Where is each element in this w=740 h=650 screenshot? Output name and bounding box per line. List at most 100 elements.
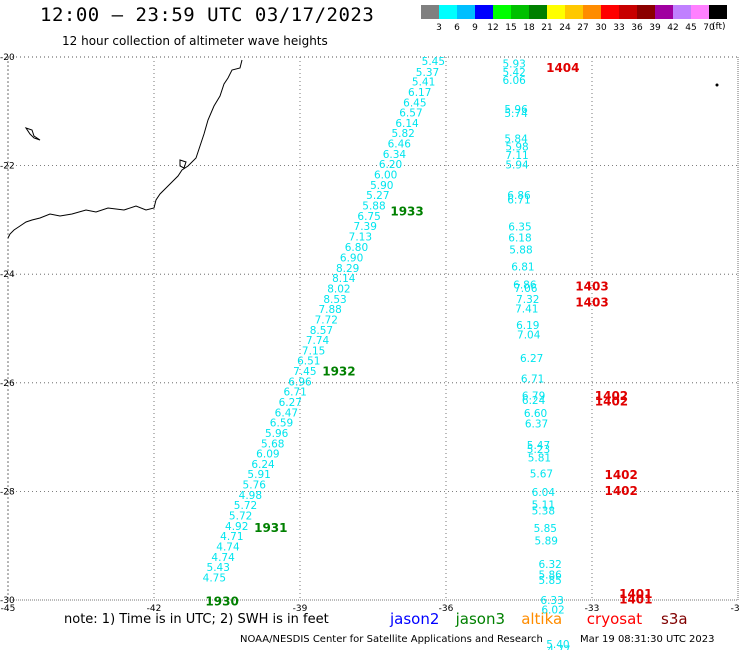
wave-height-value: 5.96: [504, 104, 528, 116]
wave-height-value: 5.11: [532, 500, 555, 512]
wave-height-value: 6.90: [340, 253, 363, 265]
wave-height-value: 5.85: [538, 575, 561, 587]
wave-height-value: 6.37: [525, 419, 548, 431]
wave-height-value: 6.27: [279, 397, 302, 409]
bay-path: [179, 159, 187, 169]
wave-height-value: 5.23: [527, 444, 550, 456]
lat-tick-label: -22: [0, 162, 15, 172]
wave-height-value: 7.74: [306, 335, 330, 347]
wave-height-value: 6.75: [357, 211, 380, 223]
wave-height-value: 6.59: [270, 418, 293, 430]
wave-height-value: 5.85: [534, 523, 557, 535]
wave-height-value: 7.88: [318, 304, 341, 316]
wave-height-value: 6.04: [532, 487, 556, 499]
wave-height-value: 5.98: [505, 141, 528, 153]
lon-tick-label: -33: [585, 604, 600, 614]
wave-height-value: 5.42: [502, 67, 525, 79]
lat-tick-label: -30: [0, 596, 15, 606]
wave-height-value: 6.14: [395, 118, 419, 130]
map-grid: -45 -42 -39 -36 -33 -30 -20 -22 -24 -26 -28 -30: [0, 53, 740, 614]
pass-time-label: 1402: [595, 389, 628, 403]
wave-height-value: 5.74: [504, 108, 528, 120]
wave-height-value: 6.96: [288, 376, 312, 388]
wave-height-value: 6.71: [521, 374, 544, 386]
lat-tick-label: -20: [0, 53, 15, 63]
credit-text: NOAA/NESDIS Center for Satellite Applica…: [240, 634, 543, 645]
footnote: note: 1) Time is in UTC; 2) SWH is in fe…: [64, 612, 329, 627]
lon-tick-label: -39: [293, 604, 308, 614]
wave-height-value: 5.94: [505, 160, 529, 172]
pass-time-label: 1402: [604, 484, 637, 498]
wave-height-value: 5.40: [546, 639, 569, 650]
wave-height-value: 6.32: [538, 559, 561, 571]
wave-height-value: 6.71: [283, 387, 306, 399]
wave-height-value: 6.51: [297, 356, 320, 368]
scale-label: 15: [505, 23, 517, 33]
wave-height-value: 4.75: [203, 572, 226, 584]
coastline: [7, 59, 243, 239]
lat-tick-label: -28: [0, 487, 15, 497]
scale-label: 33: [613, 23, 625, 33]
lon-tick-label: -30: [731, 604, 740, 614]
wave-height-value: 6.57: [399, 108, 422, 120]
wave-height-value: 6.34: [383, 149, 407, 161]
scale-label: 42: [667, 23, 679, 33]
wave-height-value: 6.35: [508, 222, 531, 234]
wave-height-value: 6.46: [388, 139, 412, 151]
wave-height-value: 5.90: [370, 180, 393, 192]
pass-time-label: 1403: [575, 279, 608, 293]
wave-height-value: 8.14: [332, 273, 356, 285]
wave-height-value: 6.80: [345, 242, 368, 254]
wave-height-value: 8.53: [323, 294, 346, 306]
scale-label: 30: [595, 23, 607, 33]
scale-swatch: [709, 5, 728, 19]
wave-height-value: 6.18: [508, 232, 531, 244]
wave-height-value: 6.33: [540, 595, 563, 607]
wave-height-value: 7.13: [349, 231, 372, 243]
scale-label: 70: [703, 23, 715, 33]
pass-time-label: 1930: [205, 594, 238, 608]
satellite-label: s3a: [661, 610, 688, 628]
lon-tick-label: -45: [1, 604, 16, 614]
wave-height-value: 6.17: [408, 87, 431, 99]
wave-height-value: 8.02: [327, 284, 350, 296]
wave-height-value: 5.68: [261, 438, 284, 450]
altimeter-tracks: 5.455.375.416.176.456.576.145.826.466.34…: [203, 56, 571, 650]
wave-height-value: 6.24: [522, 395, 546, 407]
wave-height-value: 6.00: [374, 169, 397, 181]
wave-height-value: 5.76: [243, 480, 267, 492]
pass-time-label: 1402: [604, 468, 637, 482]
wave-height-value: 6.86: [507, 190, 531, 202]
wave-height-value: 5.82: [391, 128, 414, 140]
pass-time-label: 1932: [322, 365, 355, 379]
wave-height-value: 4.71: [220, 531, 243, 543]
wave-height-value: 6.81: [511, 261, 534, 273]
wave-height-value: 6.19: [516, 320, 539, 332]
satellite-label: jason2: [390, 610, 440, 628]
scale-label: 18: [523, 23, 535, 33]
coastline-path: [7, 59, 243, 239]
wave-height-value: 5.45: [422, 56, 445, 68]
wave-height-value: 5.88: [362, 200, 385, 212]
wave-height-value: 7.11: [505, 150, 528, 162]
wave-height-value: 5.27: [366, 190, 389, 202]
pass-time-label: 1401: [619, 587, 652, 601]
page-subtitle: 12 hour collection of altimeter wave hei…: [62, 34, 328, 48]
satellite-label: altika: [521, 610, 563, 628]
wave-height-value: 7.39: [354, 221, 377, 233]
wave-height-value: 6.06: [502, 75, 526, 87]
pass-time-label: 1933: [390, 204, 423, 218]
wave-height-value: 6.45: [403, 97, 426, 109]
wave-height-value: 5.93: [502, 59, 525, 71]
scale-label: 39: [649, 23, 661, 33]
wave-height-value: 6.09: [256, 449, 279, 461]
satellite-label: jason3: [455, 610, 505, 628]
pass-time-label: 1402: [595, 394, 628, 408]
pass-time-label: 1404: [546, 61, 579, 75]
wave-height-value: 7.72: [315, 314, 338, 326]
island-path: [24, 127, 41, 141]
color-scale-unit: (ft): [712, 22, 726, 32]
wave-height-value: 8.29: [336, 263, 359, 275]
scale-label: 3: [436, 23, 442, 33]
wave-height-value: 6.71: [507, 194, 530, 206]
